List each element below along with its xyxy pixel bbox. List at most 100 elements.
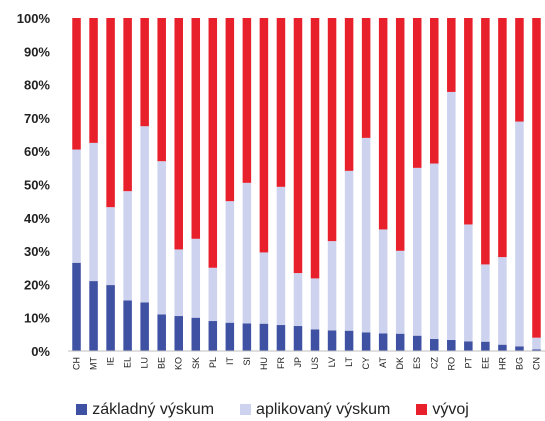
y-tick-label: 60%: [24, 144, 50, 159]
x-axis-categories: CH MT IE EL LU BE KO SK PL IT SI HU FR JP US LV LT CY AT DK…: [72, 356, 542, 370]
y-tick-label: 50%: [24, 178, 50, 193]
bar-segment: [310, 18, 320, 279]
x-tick-label: ES: [412, 357, 422, 369]
bar-segment: [310, 329, 320, 351]
bar-segment: [225, 322, 235, 351]
x-tick-label: HR: [497, 357, 507, 370]
legend-swatch: [240, 404, 252, 415]
bar-segment: [89, 18, 98, 143]
bar-segment: [259, 18, 269, 253]
x-tick-label: PT: [463, 357, 473, 369]
x-tick-label: CH: [72, 357, 82, 370]
bar-segment: [293, 273, 303, 327]
bar-segment: [157, 18, 166, 162]
bar-segment: [140, 302, 149, 351]
bar-segment: [361, 18, 371, 138]
bar-segment: [327, 18, 337, 242]
bar-segment: [174, 249, 183, 317]
bar-segment: [344, 330, 354, 351]
y-tick-label: 80%: [24, 78, 50, 93]
bar-segment: [464, 18, 473, 225]
x-tick-label: BG: [514, 357, 524, 370]
bar-segment: [378, 229, 388, 334]
bar-segment: [327, 330, 337, 351]
x-tick-label: AT: [378, 357, 388, 368]
bar-segment: [106, 18, 115, 208]
x-tick-label: IT: [225, 356, 235, 365]
bar-segment: [242, 18, 252, 183]
bar-segment: [242, 323, 252, 351]
legend-item-applied-research: aplikovaný výskum: [240, 401, 390, 419]
y-tick-label: 10%: [24, 311, 50, 326]
bar-segment: [191, 317, 201, 351]
bar-segment: [498, 257, 507, 345]
x-tick-label: SI: [242, 357, 252, 366]
bar-segment: [430, 18, 439, 164]
x-tick-label: LU: [140, 357, 150, 369]
bar-segment: [378, 333, 388, 351]
bar-segment: [498, 344, 507, 351]
bar-segment: [140, 126, 149, 303]
x-tick-label: LT: [344, 357, 354, 367]
x-tick-label: IE: [106, 357, 116, 366]
bar-segment: [157, 161, 166, 315]
legend-label: aplikovaný výskum: [256, 400, 391, 418]
x-tick-label: RO: [446, 357, 456, 371]
bar-segment: [276, 186, 286, 326]
bar-segment: [481, 18, 490, 265]
bar-segment: [481, 341, 490, 351]
bar-segment: [259, 323, 269, 351]
bar-segment: [361, 332, 371, 351]
x-tick-label: JP: [293, 357, 303, 368]
x-tick-label: CY: [361, 357, 371, 370]
x-tick-label: DK: [395, 357, 405, 370]
bar-segment: [123, 300, 132, 351]
bar-segment: [72, 262, 81, 351]
bar-segment: [293, 326, 303, 351]
bar-segment: [327, 241, 337, 331]
bar-segment: [106, 207, 115, 286]
bar-segment: [430, 339, 439, 351]
bar-segment: [532, 337, 541, 350]
bar-segment: [498, 18, 507, 258]
bar-segment: [72, 18, 81, 150]
bar-segment: [532, 18, 541, 338]
bar-segment: [395, 333, 405, 351]
bar-segment: [89, 281, 98, 351]
bar-segment: [174, 18, 183, 250]
bar-segment: [225, 18, 235, 202]
legend-item-basic-research: základný výskum: [76, 401, 214, 419]
bar-segment: [276, 325, 286, 351]
bar-segment: [191, 238, 201, 318]
legend-swatch: [416, 404, 428, 415]
y-tick-label: 100%: [17, 11, 51, 26]
bar-segment: [378, 18, 388, 230]
bars: [72, 18, 541, 351]
legend-label: základný výskum: [92, 400, 215, 418]
x-tick-label: EE: [480, 357, 490, 369]
y-tick-label: 40%: [24, 211, 50, 226]
bar-segment: [395, 18, 405, 251]
y-tick-label: 0%: [31, 344, 50, 359]
bar-segment: [140, 18, 149, 127]
legend-label: vývoj: [432, 400, 469, 418]
bar-segment: [276, 18, 286, 187]
bar-segment: [89, 142, 98, 282]
bar-segment: [412, 18, 422, 168]
bar-segment: [157, 314, 166, 351]
bar-segment: [242, 182, 252, 324]
bar-segment: [447, 18, 456, 92]
bar-segment: [310, 278, 320, 330]
bar-segment: [464, 341, 473, 351]
bar-segment: [361, 137, 371, 333]
x-tick-label: SK: [191, 357, 201, 369]
bar-segment: [208, 18, 218, 268]
x-tick-label: CZ: [429, 357, 439, 369]
y-tick-label: 90%: [24, 44, 50, 59]
bar-segment: [395, 250, 405, 334]
bar-segment: [174, 316, 183, 351]
bar-segment: [430, 163, 439, 340]
x-tick-label: MT: [89, 357, 99, 370]
x-tick-label: PL: [208, 357, 218, 368]
x-tick-label: LV: [327, 357, 337, 367]
